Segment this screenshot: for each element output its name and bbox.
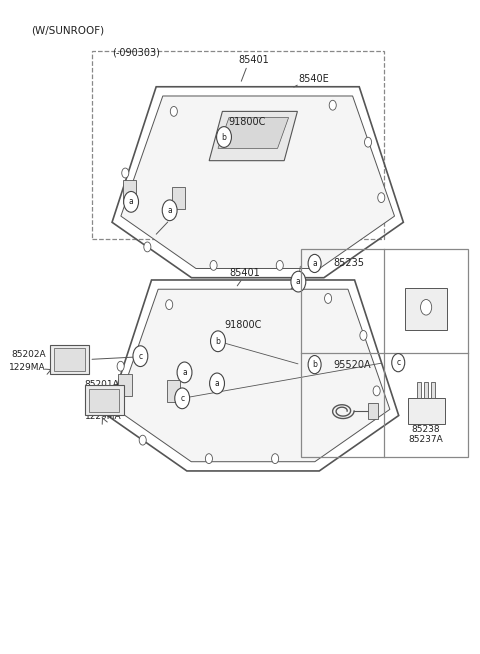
Circle shape xyxy=(122,168,129,178)
Circle shape xyxy=(392,354,405,371)
Bar xyxy=(84,385,124,415)
Polygon shape xyxy=(121,96,395,269)
Text: (W/SUNROOF): (W/SUNROOF) xyxy=(31,26,104,35)
Circle shape xyxy=(272,454,279,464)
Bar xyxy=(417,382,421,398)
Circle shape xyxy=(139,435,146,445)
Circle shape xyxy=(324,294,332,303)
Text: c: c xyxy=(396,358,400,367)
Text: 91800C: 91800C xyxy=(224,320,262,330)
Text: c: c xyxy=(180,394,184,403)
Text: a: a xyxy=(312,259,317,268)
Circle shape xyxy=(144,242,151,252)
Bar xyxy=(424,382,428,398)
Bar xyxy=(89,389,120,412)
Bar xyxy=(368,403,378,419)
Circle shape xyxy=(364,137,372,147)
Bar xyxy=(172,186,185,209)
Circle shape xyxy=(373,386,380,396)
Polygon shape xyxy=(116,289,390,462)
Text: 85401: 85401 xyxy=(239,55,270,65)
Text: 1229MA: 1229MA xyxy=(84,412,121,421)
Text: a: a xyxy=(215,379,219,388)
Circle shape xyxy=(210,373,225,394)
Text: 85235: 85235 xyxy=(333,258,364,268)
Circle shape xyxy=(308,356,321,373)
Bar xyxy=(92,52,384,239)
Circle shape xyxy=(276,260,283,270)
Text: 8540E: 8540E xyxy=(299,74,329,84)
Text: 85202A: 85202A xyxy=(12,351,46,360)
Circle shape xyxy=(177,362,192,383)
Bar xyxy=(300,249,468,456)
Text: a: a xyxy=(182,368,187,377)
Circle shape xyxy=(329,100,336,110)
Circle shape xyxy=(420,300,432,315)
Circle shape xyxy=(175,388,190,409)
Circle shape xyxy=(170,107,178,116)
Bar xyxy=(123,181,136,203)
Circle shape xyxy=(166,300,173,309)
Bar xyxy=(408,398,444,424)
Text: b: b xyxy=(312,360,317,369)
Circle shape xyxy=(216,127,231,147)
Polygon shape xyxy=(218,118,288,148)
Text: a: a xyxy=(167,206,172,215)
Circle shape xyxy=(133,346,148,366)
Text: a: a xyxy=(129,198,133,207)
Text: 1229MA: 1229MA xyxy=(10,364,46,372)
Bar xyxy=(54,349,84,371)
Bar xyxy=(405,288,447,330)
Bar xyxy=(50,345,89,373)
Circle shape xyxy=(117,361,124,371)
Circle shape xyxy=(360,330,367,340)
Text: a: a xyxy=(296,277,301,286)
Circle shape xyxy=(211,331,226,352)
Text: (-090303): (-090303) xyxy=(112,48,160,58)
Text: 85401: 85401 xyxy=(229,268,260,279)
Circle shape xyxy=(291,271,306,292)
Text: c: c xyxy=(138,352,143,360)
Circle shape xyxy=(308,254,321,273)
Circle shape xyxy=(124,192,139,213)
Polygon shape xyxy=(209,111,298,161)
Bar xyxy=(167,380,180,402)
Circle shape xyxy=(210,260,217,270)
Text: 85201A: 85201A xyxy=(84,381,120,389)
Circle shape xyxy=(205,454,213,464)
Bar xyxy=(431,382,435,398)
Circle shape xyxy=(162,200,177,220)
Text: 85237A: 85237A xyxy=(409,436,444,445)
Text: b: b xyxy=(216,337,220,346)
Text: 85238: 85238 xyxy=(412,425,441,434)
Circle shape xyxy=(378,193,385,203)
Text: 91800C: 91800C xyxy=(228,116,266,127)
Bar xyxy=(119,373,132,396)
Text: 95520A: 95520A xyxy=(333,360,371,370)
Text: b: b xyxy=(222,133,227,141)
